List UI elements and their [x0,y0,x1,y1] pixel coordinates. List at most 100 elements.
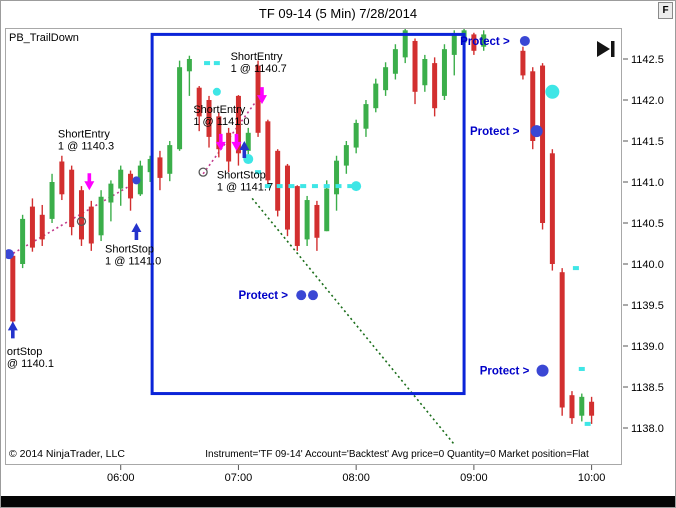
trail-stop-mark [347,184,354,189]
candle-body [363,104,369,129]
trail-stop-dot [351,181,362,192]
protect-dot [296,290,307,301]
candle-body [245,132,251,151]
price-axis[interactable] [623,28,675,465]
short-entry-arrow-icon [231,133,242,151]
signal-circle [76,216,87,227]
price-tick-label: 1138.5 [631,382,664,394]
protect-label: Protect > [460,36,510,48]
order-label: 1 @ 1140.7 [231,63,287,75]
trail-line-b [202,95,261,175]
candle-body [451,34,457,55]
candle-body [373,83,379,109]
trail-stop-mark [335,184,342,189]
trail-stop-mark [264,184,271,189]
candle-body [559,272,565,408]
trail-stop-mark [578,366,585,371]
candle-body [29,206,35,248]
candle-body [235,95,241,154]
protect-dot [530,125,543,138]
go-to-last-bar-icon[interactable] [597,41,610,57]
candle-body [540,65,546,223]
go-to-last-bar-icon[interactable] [611,41,615,57]
protect-label: Protect > [238,290,288,302]
candle-body [20,218,26,264]
protect-label: Protect > [470,126,520,138]
candle-body [108,183,114,203]
short-entry-arrow-icon [215,133,226,151]
candle-body [255,65,261,133]
trail-stop-mark [255,170,262,175]
time-tick-label: 06:00 [107,472,135,484]
trail-stop-mark [204,61,211,66]
candle-body [98,196,104,236]
trail-stop-mark [572,266,579,271]
order-label: 1 @ 1141.0 [193,116,249,128]
candle-body [78,190,84,240]
candle-body [128,173,134,199]
time-axis[interactable] [5,465,622,489]
time-tick-label: 09:00 [460,472,488,484]
short-stop-arrow-icon [131,223,142,240]
candle-body [520,50,526,76]
candle-body [206,100,212,137]
candle-body [402,30,408,58]
time-tick-label: 10:00 [578,472,606,484]
order-label: ShortEntry [58,129,110,141]
chart-trader-tab-button[interactable]: F [658,2,673,19]
candle-body [294,186,300,246]
price-tick-label: 1140.5 [631,218,664,230]
candle-body [275,150,281,211]
short-stop-arrow-icon [7,321,18,339]
order-label: ShortStop [105,244,154,256]
candle-body [334,160,340,195]
indicator-label: PB_TrailDown [9,32,79,44]
window-bottom-edge [1,496,675,507]
candle-body [392,49,398,74]
price-tick-label: 1140.0 [631,259,664,271]
candle-body [10,255,16,322]
candle-body [284,165,290,230]
trade-zone-box [150,32,466,396]
candle-body [441,49,447,96]
order-label: ShortEntry [193,104,245,116]
candle-body [324,188,330,232]
axis-layer: 1142.5 1142.0 1141.5 1141.0 1140.5 1140.0 1139… [107,41,664,484]
candle-body [88,206,94,244]
candle-body [186,59,192,72]
candle-body [157,157,163,178]
short-stop-arrow-icon [239,141,250,158]
candle-body [383,67,389,91]
projection-line [251,197,455,445]
candle-body [226,132,232,162]
trail-stop-mark [584,421,591,426]
candle-body [432,63,438,109]
price-tick-label: 1142.5 [631,54,664,66]
candle-body [579,396,585,416]
order-label: 1 @ 1140.3 [58,141,114,153]
candle-body [1,244,6,285]
trail-stop-mark [311,184,318,189]
trail-stop-mark [300,184,307,189]
price-tick-label: 1141.0 [631,177,664,189]
price-tick-label: 1139.0 [631,341,664,353]
candle-body [549,153,555,264]
order-label: @ 1140.1 [7,358,54,370]
order-label: 1 @ 1141.0 [105,256,161,268]
candle-body [167,145,173,174]
candle-body [353,122,359,148]
candle-body [471,34,477,51]
candle-body [216,116,222,150]
trail-stop-mark [323,184,330,189]
trail-stop-dot [212,87,221,96]
candle-body [265,121,271,181]
price-tick-label: 1141.5 [631,136,664,148]
short-entry-arrow-icon [84,173,95,191]
short-entry-arrow-icon [256,87,267,105]
candle-body [530,71,536,141]
trail-anchor-dot [6,249,14,260]
trail-stop-mark [276,184,283,189]
